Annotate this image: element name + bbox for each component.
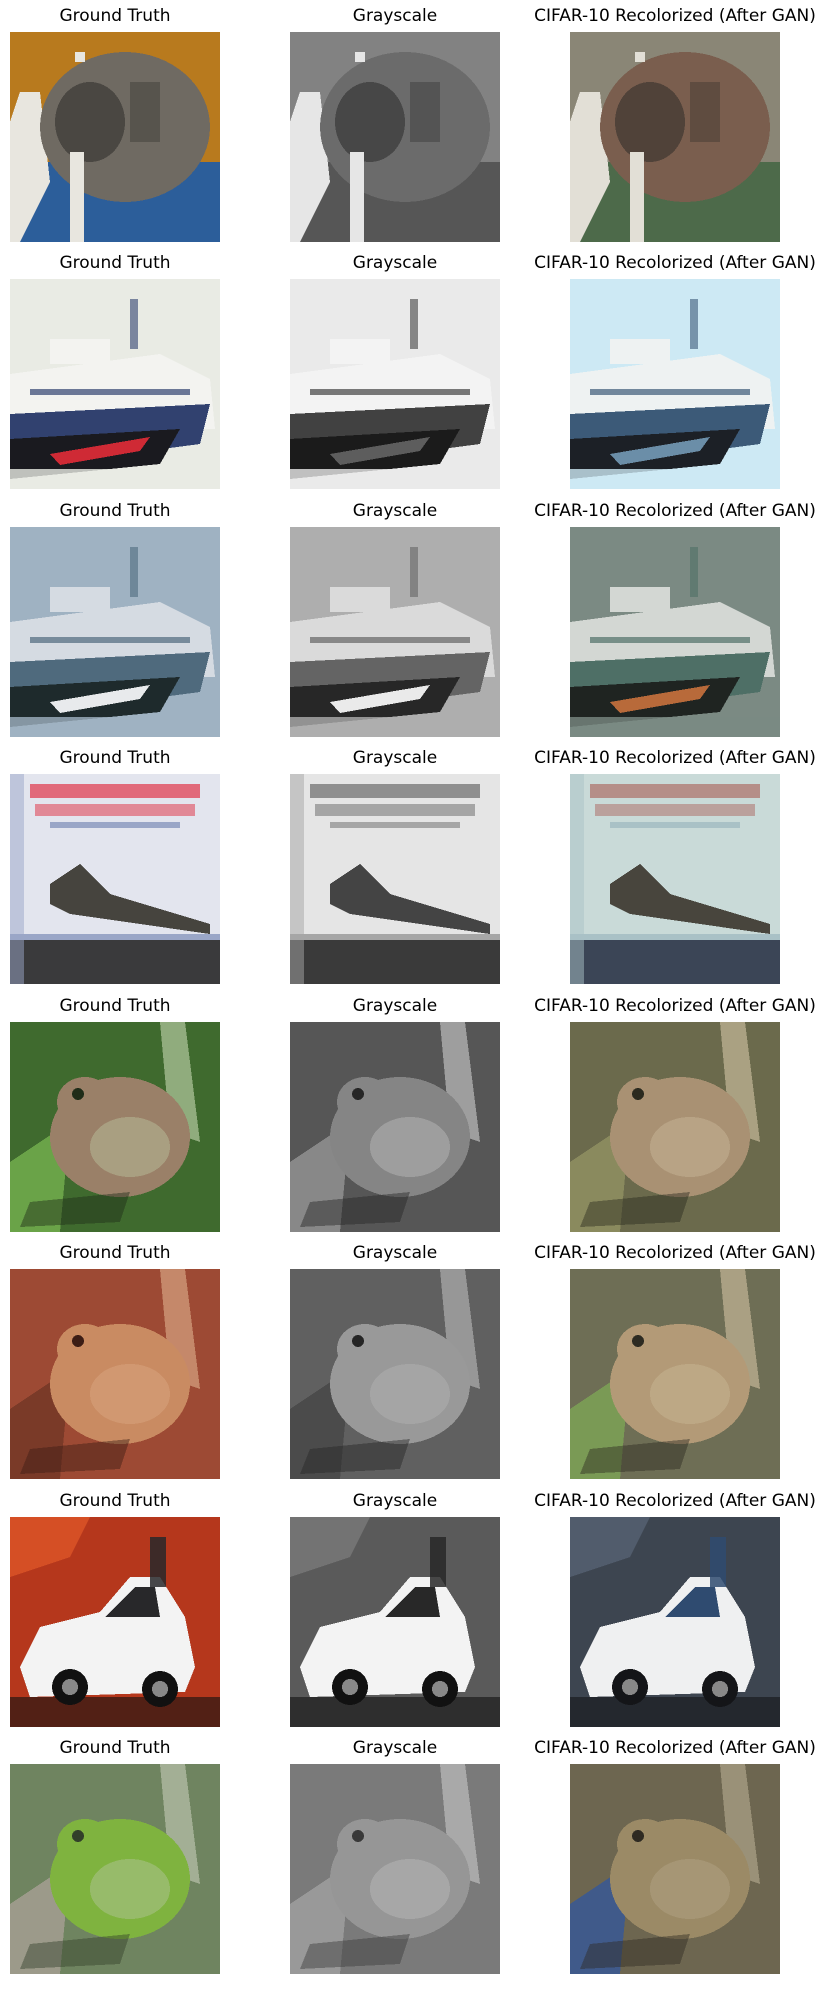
figure-cell: Ground Truth [10, 1485, 220, 1733]
ground-truth-title: Ground Truth [59, 1738, 171, 1758]
recolorized-title: CIFAR-10 Recolorized (After GAN) [534, 501, 816, 521]
recolorized-title: CIFAR-10 Recolorized (After GAN) [534, 1491, 816, 1511]
figure-cell: CIFAR-10 Recolorized (After GAN) [534, 990, 816, 1238]
ground-truth-image [10, 1022, 220, 1232]
ground-truth-image [10, 1517, 220, 1727]
ground-truth-title: Ground Truth [59, 996, 171, 1016]
grayscale-image [290, 774, 500, 984]
figure-row: Ground Truth Grayscale CIFAR-10 Recolorize… [0, 495, 825, 743]
grayscale-title: Grayscale [352, 1738, 438, 1758]
recolorized-title: CIFAR-10 Recolorized (After GAN) [534, 996, 816, 1016]
ground-truth-title: Ground Truth [59, 6, 171, 26]
figure-cell: Grayscale [290, 990, 500, 1238]
figure-cell: CIFAR-10 Recolorized (After GAN) [534, 0, 816, 248]
figure-cell: Ground Truth [10, 495, 220, 743]
grayscale-image [290, 1517, 500, 1727]
figure-cell: Ground Truth [10, 0, 220, 248]
grayscale-image [290, 1764, 500, 1974]
figure-cell: Grayscale [290, 495, 500, 743]
figure-row: Ground Truth Grayscale CIFAR-10 Recolorize… [0, 247, 825, 495]
ground-truth-title: Ground Truth [59, 748, 171, 768]
grayscale-title: Grayscale [352, 1491, 438, 1511]
recolorized-image [570, 279, 780, 489]
grayscale-image [290, 1269, 500, 1479]
recolorized-image [570, 1269, 780, 1479]
recolorized-image [570, 1022, 780, 1232]
ground-truth-title: Ground Truth [59, 253, 171, 273]
figure-cell: CIFAR-10 Recolorized (After GAN) [534, 495, 816, 743]
recolorized-image [570, 527, 780, 737]
figure-row: Ground Truth Grayscale CIFAR-10 Recolorize… [0, 1732, 825, 1980]
grayscale-title: Grayscale [352, 253, 438, 273]
figure-cell: Grayscale [290, 1485, 500, 1733]
figure-cell: Grayscale [290, 1732, 500, 1980]
figure-cell: Ground Truth [10, 247, 220, 495]
recolorized-image [570, 32, 780, 242]
figure-cell: Grayscale [290, 247, 500, 495]
figure-cell: Ground Truth [10, 1237, 220, 1485]
ground-truth-image [10, 527, 220, 737]
recolorized-title: CIFAR-10 Recolorized (After GAN) [534, 1738, 816, 1758]
recolorized-image [570, 774, 780, 984]
figure-row: Ground Truth Grayscale CIFAR-10 Recolorize… [0, 1485, 825, 1733]
grayscale-title: Grayscale [352, 501, 438, 521]
ground-truth-image [10, 774, 220, 984]
figure-cell: Grayscale [290, 1237, 500, 1485]
recolorized-title: CIFAR-10 Recolorized (After GAN) [534, 6, 816, 26]
figure-row: Ground Truth Grayscale CIFAR-10 Recolorize… [0, 0, 825, 248]
figure-cell: CIFAR-10 Recolorized (After GAN) [534, 247, 816, 495]
figure-row: Ground Truth Grayscale CIFAR-10 Recolorize… [0, 742, 825, 990]
ground-truth-image [10, 279, 220, 489]
figure-cell: Ground Truth [10, 742, 220, 990]
grayscale-title: Grayscale [352, 748, 438, 768]
grayscale-image [290, 527, 500, 737]
figure-cell: Grayscale [290, 742, 500, 990]
ground-truth-title: Ground Truth [59, 1491, 171, 1511]
figure-cell: Ground Truth [10, 990, 220, 1238]
grayscale-title: Grayscale [352, 1243, 438, 1263]
figure-row: Ground Truth Grayscale CIFAR-10 Recolorize… [0, 990, 825, 1238]
grayscale-title: Grayscale [352, 996, 438, 1016]
recolorized-title: CIFAR-10 Recolorized (After GAN) [534, 1243, 816, 1263]
ground-truth-image [10, 1269, 220, 1479]
ground-truth-image [10, 32, 220, 242]
grayscale-image [290, 32, 500, 242]
figure-cell: CIFAR-10 Recolorized (After GAN) [534, 742, 816, 990]
grayscale-image [290, 279, 500, 489]
figure-row: Ground Truth Grayscale CIFAR-10 Recolorize… [0, 1237, 825, 1485]
recolorized-title: CIFAR-10 Recolorized (After GAN) [534, 748, 816, 768]
figure-cell: Grayscale [290, 0, 500, 248]
ground-truth-image [10, 1764, 220, 1974]
figure-cell: CIFAR-10 Recolorized (After GAN) [534, 1732, 816, 1980]
figure-cell: CIFAR-10 Recolorized (After GAN) [534, 1485, 816, 1733]
grayscale-image [290, 1022, 500, 1232]
recolorized-image [570, 1517, 780, 1727]
figure-cell: CIFAR-10 Recolorized (After GAN) [534, 1237, 816, 1485]
grayscale-title: Grayscale [352, 6, 438, 26]
recolorized-title: CIFAR-10 Recolorized (After GAN) [534, 253, 816, 273]
ground-truth-title: Ground Truth [59, 501, 171, 521]
figure-cell: Ground Truth [10, 1732, 220, 1980]
ground-truth-title: Ground Truth [59, 1243, 171, 1263]
recolorized-image [570, 1764, 780, 1974]
